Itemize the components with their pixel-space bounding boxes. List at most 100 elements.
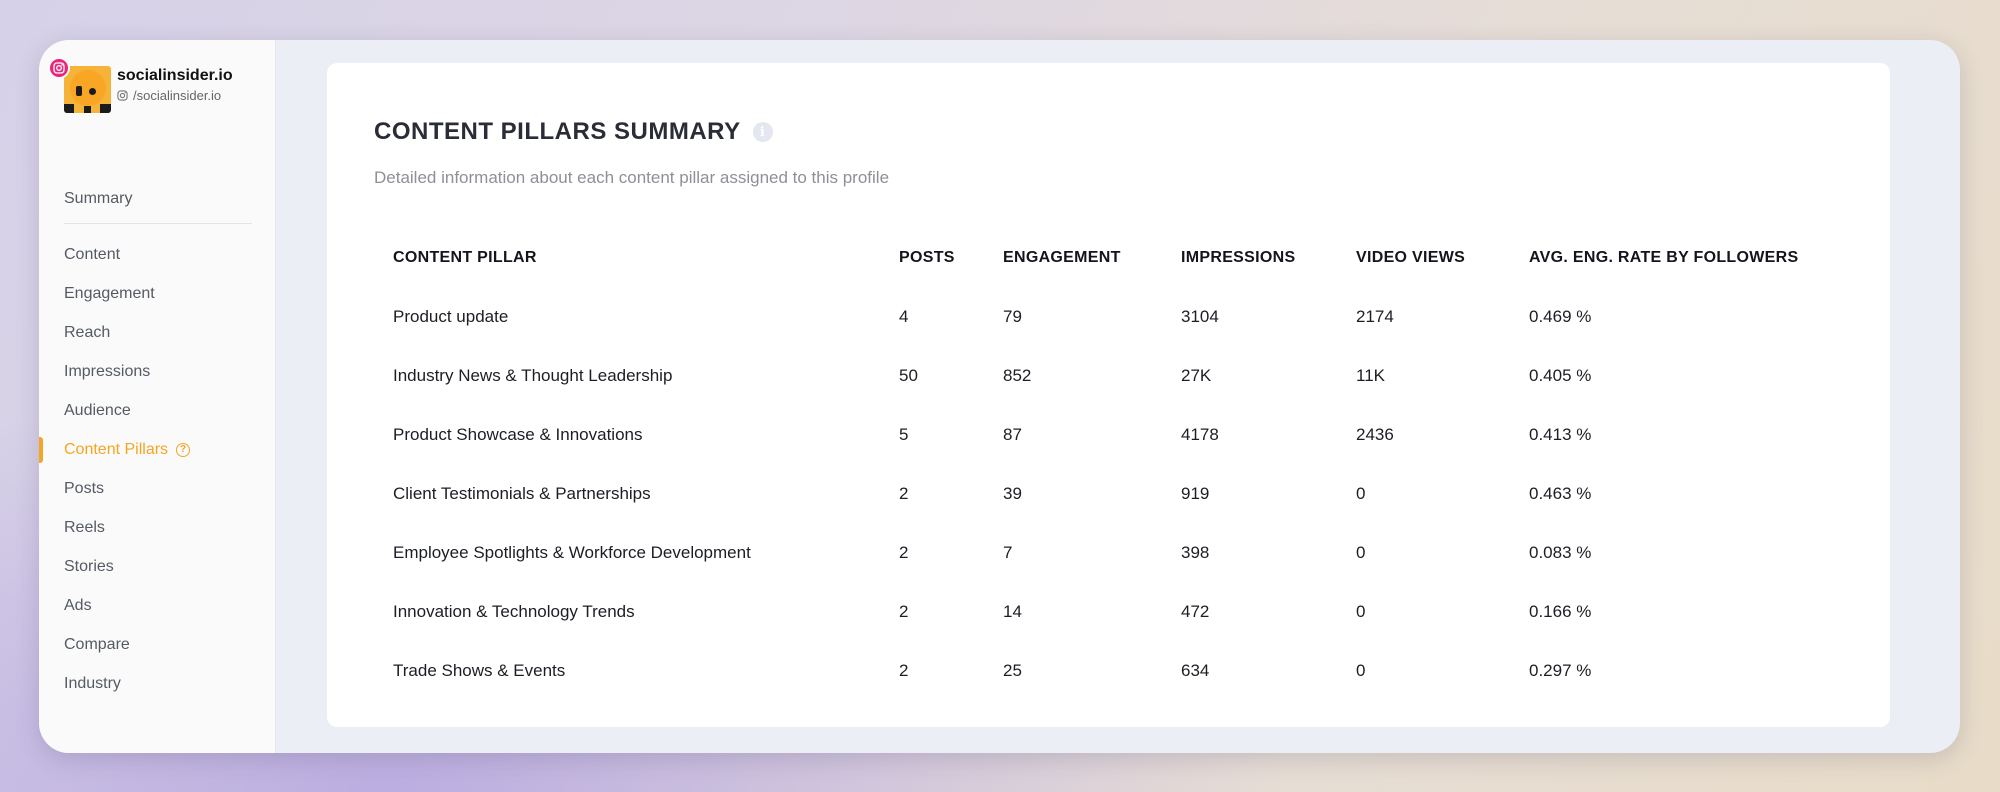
sidebar-item-label: Stories: [64, 557, 114, 575]
cell-video-views: 2436: [1356, 424, 1394, 444]
cell-content-pillar: Innovation & Technology Trends: [393, 601, 635, 621]
sidebar-item-label: Content Pillars: [64, 440, 169, 458]
cell-video-views: 0: [1356, 483, 1366, 503]
sidebar-item-content-pillars[interactable]: Content Pillars ?: [39, 430, 275, 469]
sidebar-item-label: Engagement: [64, 284, 155, 302]
cell-content-pillar: Employee Spotlights & Workforce Developm…: [393, 542, 751, 562]
profile-handle-row: /socialinsider.io: [117, 88, 233, 103]
sidebar-item-label: Industry: [64, 674, 121, 692]
cell-engagement: 79: [1003, 306, 1022, 326]
cell-content-pillar: Product Showcase & Innovations: [393, 424, 643, 444]
cell-content-pillar: Industry News & Thought Leadership: [393, 365, 673, 385]
cell-video-views: 2174: [1356, 306, 1394, 326]
sidebar-item-industry[interactable]: Industry: [39, 664, 275, 703]
sidebar-item-impressions[interactable]: Impressions: [39, 352, 275, 391]
sidebar-item-label: Ads: [64, 596, 92, 614]
instagram-icon: [117, 90, 128, 101]
sidebar-item-label: Reels: [64, 518, 105, 536]
cell-posts: 5: [899, 424, 909, 444]
cell-posts: 50: [899, 365, 918, 385]
table-row: Product Showcase & Innovations 5 87 4178…: [374, 405, 1850, 464]
cell-posts: 2: [899, 601, 909, 621]
sidebar-item-label: Summary: [64, 190, 133, 207]
profile-handle: /socialinsider.io: [133, 88, 222, 103]
table-header-row: CONTENT PILLAR POSTS ENGAGEMENT IMPRESSI…: [374, 228, 1850, 287]
sidebar-item-compare[interactable]: Compare: [39, 625, 275, 664]
sidebar: socialinsider.io /socialinsider.io: [39, 40, 276, 753]
content-pillars-table: CONTENT PILLAR POSTS ENGAGEMENT IMPRESSI…: [374, 228, 1850, 700]
sidebar-item-engagement[interactable]: Engagement: [39, 274, 275, 313]
cell-video-views: 0: [1356, 542, 1366, 562]
table-row: Innovation & Technology Trends 2 14 472 …: [374, 582, 1850, 641]
cell-impressions: 3104: [1181, 306, 1219, 326]
column-header-posts[interactable]: POSTS: [899, 248, 955, 266]
cell-impressions: 27K: [1181, 365, 1212, 385]
card-title: CONTENT PILLARS SUMMARY: [374, 118, 741, 145]
sidebar-item-summary[interactable]: Summary: [39, 185, 275, 213]
table-row: Employee Spotlights & Workforce Developm…: [374, 523, 1850, 582]
cell-engagement: 25: [1003, 660, 1022, 680]
sidebar-item-stories[interactable]: Stories: [39, 547, 275, 586]
card-subtitle: Detailed information about each content …: [374, 168, 890, 187]
cell-posts: 2: [899, 542, 909, 562]
cell-avg-eng-rate: 0.405 %: [1529, 365, 1592, 385]
cell-posts: 2: [899, 660, 909, 680]
profile-name: socialinsider.io: [117, 67, 233, 84]
cell-video-views: 0: [1356, 601, 1366, 621]
cell-avg-eng-rate: 0.413 %: [1529, 424, 1592, 444]
cell-content-pillar: Client Testimonials & Partnerships: [393, 483, 651, 503]
sidebar-item-reach[interactable]: Reach: [39, 313, 275, 352]
column-header-content-pillar[interactable]: CONTENT PILLAR: [393, 248, 537, 266]
column-header-engagement[interactable]: ENGAGEMENT: [1003, 248, 1121, 266]
help-icon[interactable]: ?: [176, 442, 191, 457]
cell-avg-eng-rate: 0.166 %: [1529, 601, 1592, 621]
avatar: [64, 66, 111, 113]
table-row: Product update 4 79 3104 2174 0.469 %: [374, 287, 1850, 346]
sidebar-item-reels[interactable]: Reels: [39, 508, 275, 547]
cell-avg-eng-rate: 0.469 %: [1529, 306, 1592, 326]
cell-engagement: 852: [1003, 365, 1032, 385]
app-window: socialinsider.io /socialinsider.io: [39, 40, 1960, 753]
cell-content-pillar: Trade Shows & Events: [393, 660, 566, 680]
profile-text: socialinsider.io /socialinsider.io: [117, 67, 233, 103]
sidebar-item-label: Posts: [64, 479, 105, 497]
cell-impressions: 4178: [1181, 424, 1219, 444]
column-header-impressions[interactable]: IMPRESSIONS: [1181, 248, 1296, 266]
column-header-video-views[interactable]: VIDEO VIEWS: [1356, 248, 1466, 266]
cell-impressions: 634: [1181, 660, 1210, 680]
content-pillars-card: CONTENT PILLARS SUMMARY i Detailed infor…: [327, 63, 1890, 727]
cell-avg-eng-rate: 0.297 %: [1529, 660, 1592, 680]
table-row: Client Testimonials & Partnerships 2 39 …: [374, 464, 1850, 523]
cell-engagement: 14: [1003, 601, 1022, 621]
sidebar-item-label: Audience: [64, 401, 131, 419]
cell-impressions: 472: [1181, 601, 1210, 621]
profile-header[interactable]: socialinsider.io /socialinsider.io: [64, 66, 233, 113]
cell-video-views: 11K: [1356, 365, 1385, 385]
cell-engagement: 39: [1003, 483, 1022, 503]
active-indicator: [39, 437, 43, 463]
info-icon[interactable]: i: [752, 122, 773, 142]
cell-video-views: 0: [1356, 660, 1366, 680]
cell-impressions: 398: [1181, 542, 1210, 562]
sidebar-item-audience[interactable]: Audience: [39, 391, 275, 430]
sidebar-item-content[interactable]: Content: [39, 235, 275, 274]
sidebar-item-label: Impressions: [64, 362, 151, 380]
cell-posts: 4: [899, 306, 909, 326]
main-area: CONTENT PILLARS SUMMARY i Detailed infor…: [276, 40, 1960, 753]
table-row: Industry News & Thought Leadership 50 85…: [374, 346, 1850, 405]
sidebar-nav: Summary Content Engagement Reach Impress…: [39, 185, 275, 703]
cell-posts: 2: [899, 483, 909, 503]
instagram-badge-icon: [48, 57, 70, 79]
card-title-row: CONTENT PILLARS SUMMARY i: [374, 118, 773, 146]
cell-avg-eng-rate: 0.083 %: [1529, 542, 1592, 562]
cell-avg-eng-rate: 0.463 %: [1529, 483, 1592, 503]
sidebar-item-label: Reach: [64, 323, 111, 341]
table-row: Trade Shows & Events 2 25 634 0 0.297 %: [374, 641, 1850, 700]
sidebar-item-label: Compare: [64, 635, 130, 653]
sidebar-item-posts[interactable]: Posts: [39, 469, 275, 508]
column-header-avg-eng-rate[interactable]: AVG. ENG. RATE BY FOLLOWERS: [1529, 248, 1799, 266]
sidebar-item-ads[interactable]: Ads: [39, 586, 275, 625]
cell-engagement: 87: [1003, 424, 1022, 444]
sidebar-divider: [64, 223, 252, 224]
cell-content-pillar: Product update: [393, 306, 509, 326]
